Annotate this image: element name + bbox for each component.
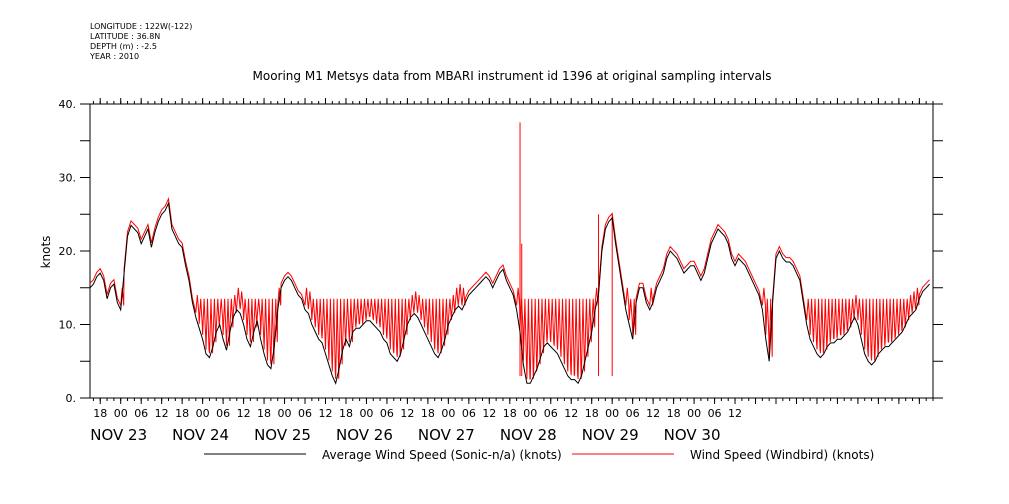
chart-title: Mooring M1 Metsys data from MBARI instru… <box>253 69 772 83</box>
y-tick-labels: 0. 10. 20. 30. 40. <box>59 98 77 405</box>
x-hour-label: 12 <box>237 407 251 420</box>
x-hour-label: 00 <box>114 407 128 420</box>
x-day-label: NOV 28 <box>500 426 557 444</box>
x-hour-label: 18 <box>585 407 599 420</box>
x-hour-label: 00 <box>687 407 701 420</box>
x-hour-label: 06 <box>544 407 558 420</box>
x-hour-label: 12 <box>728 407 742 420</box>
x-hour-label: 06 <box>462 407 476 420</box>
x-hour-label: 18 <box>503 407 517 420</box>
x-tick-labels: 18 00 06 12 18 00 06 12 18 00 06 12 18 00 06 12 18 00 06 12… <box>90 407 742 444</box>
y-tick-label: 10. <box>59 319 77 332</box>
x-hour-label: 18 <box>667 407 681 420</box>
x-hour-label: 18 <box>421 407 435 420</box>
legend-label-sonic: Average Wind Speed (Sonic-n/a) (knots) <box>322 448 562 462</box>
mooring-metadata: LONGITUDE : 122W(-122) LATITUDE : 36.8N … <box>90 22 192 62</box>
latitude-text: LATITUDE : 36.8N <box>90 32 161 41</box>
year-text: YEAR : 2010 <box>90 52 140 61</box>
x-hour-label: 06 <box>298 407 312 420</box>
x-day-label: NOV 29 <box>582 426 639 444</box>
x-hour-label: 18 <box>175 407 189 420</box>
series-lines <box>89 122 930 385</box>
x-hour-label: 06 <box>380 407 394 420</box>
y-tick-label: 0. <box>66 392 77 405</box>
x-hour-label: 12 <box>155 407 169 420</box>
series-line-sonic <box>89 201 930 385</box>
legend: Average Wind Speed (Sonic-n/a) (knots) W… <box>204 448 874 462</box>
x-day-label: NOV 26 <box>336 426 393 444</box>
y-tick-label: 30. <box>59 172 77 185</box>
legend-label-windbird: Wind Speed (Windbird) (knots) <box>690 448 874 462</box>
x-hour-label: 18 <box>339 407 353 420</box>
plot-frame <box>89 103 934 399</box>
y-tick-label: 40. <box>59 98 77 111</box>
x-hour-label: 12 <box>646 407 660 420</box>
y-axis-label: knots <box>39 236 53 269</box>
x-hour-label: 06 <box>708 407 722 420</box>
x-hour-label: 00 <box>278 407 292 420</box>
x-hour-label: 12 <box>400 407 414 420</box>
x-hour-label: 06 <box>626 407 640 420</box>
series-line-windbird <box>89 197 930 380</box>
x-hour-label: 00 <box>523 407 537 420</box>
x-hour-label: 12 <box>318 407 332 420</box>
x-hour-label: 00 <box>196 407 210 420</box>
x-hour-label: 00 <box>359 407 373 420</box>
x-day-label: NOV 23 <box>90 426 147 444</box>
depth-text: DEPTH (m) : -2.5 <box>90 42 157 51</box>
x-hour-label: 12 <box>564 407 578 420</box>
x-day-label: NOV 25 <box>254 426 311 444</box>
x-hour-label: 06 <box>216 407 230 420</box>
x-day-label: NOV 27 <box>418 426 475 444</box>
x-hour-label: 18 <box>257 407 271 420</box>
x-hour-label: 12 <box>482 407 496 420</box>
x-hour-label: 18 <box>93 407 107 420</box>
y-tick-label: 20. <box>59 245 77 258</box>
axis-ticks <box>80 98 943 404</box>
x-day-label: NOV 24 <box>172 426 229 444</box>
longitude-text: LONGITUDE : 122W(-122) <box>90 22 193 31</box>
x-hour-label: 06 <box>134 407 148 420</box>
x-hour-label: 00 <box>441 407 455 420</box>
x-day-label: NOV 30 <box>664 426 721 444</box>
x-hour-label: 00 <box>605 407 619 420</box>
